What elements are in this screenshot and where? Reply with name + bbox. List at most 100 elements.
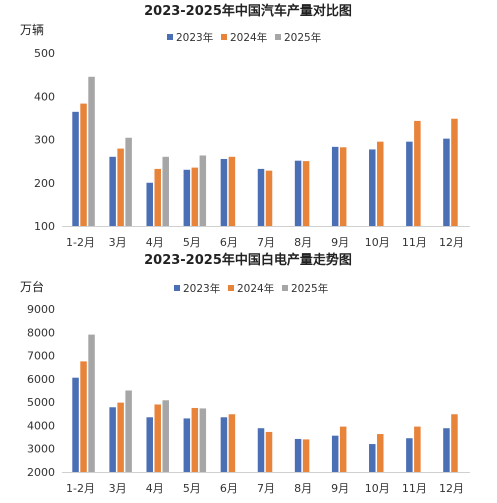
- bar-2023: [183, 169, 191, 226]
- legend-swatch: [282, 285, 288, 291]
- bar-2023: [146, 417, 153, 472]
- x-tick-label: 3月: [109, 482, 127, 495]
- bar-2025: [88, 76, 95, 226]
- bar-2023: [369, 444, 376, 472]
- legend-item: 2025年: [282, 282, 328, 295]
- bar-2023: [109, 407, 116, 472]
- x-tick-label: 6月: [220, 236, 238, 249]
- legend-label: 2025年: [291, 282, 328, 295]
- bar-2024: [302, 161, 310, 226]
- x-tick-label: 12月: [439, 236, 464, 249]
- legend-label: 2024年: [230, 31, 267, 44]
- legend-item: 2024年: [221, 31, 267, 44]
- x-tick-label: 1-2月: [66, 482, 95, 495]
- bar-2024: [451, 414, 458, 472]
- bar-2024: [117, 402, 124, 472]
- bar-2025: [88, 334, 95, 472]
- x-tick-label: 10月: [365, 482, 390, 495]
- x-tick-label: 8月: [294, 482, 312, 495]
- y-tick-label: 2000: [27, 466, 55, 479]
- bar-2023: [183, 418, 191, 472]
- x-tick-label: 9月: [331, 482, 349, 495]
- x-tick-label: 10月: [365, 236, 390, 249]
- y-tick-label: 7000: [27, 350, 55, 363]
- bar-2023: [72, 111, 79, 226]
- bar-2024: [451, 118, 458, 226]
- x-tick-label: 5月: [183, 482, 201, 495]
- y-tick-label: 300: [34, 134, 55, 147]
- y-tick-label: 3000: [27, 443, 55, 456]
- bar-2024: [154, 168, 161, 226]
- y-tick-label: 4000: [27, 419, 55, 432]
- bar-2023: [257, 428, 265, 472]
- x-tick-label: 5月: [183, 236, 201, 249]
- legend-swatch: [221, 34, 227, 40]
- y-tick-label: 100: [34, 220, 55, 233]
- legend-label: 2024年: [237, 282, 274, 295]
- x-tick-label: 1-2月: [66, 236, 95, 249]
- bar-2024: [154, 404, 161, 472]
- bar-2025: [125, 390, 132, 472]
- bar-2023: [406, 438, 413, 472]
- y-tick-label: 8000: [27, 326, 55, 339]
- bar-2023: [220, 158, 228, 226]
- bar-2023: [331, 435, 339, 472]
- bar-2024: [414, 426, 421, 472]
- bar-2023: [294, 438, 302, 472]
- bar-2024: [339, 426, 347, 472]
- bar-2024: [339, 147, 347, 226]
- x-tick-label: 4月: [146, 236, 164, 249]
- x-tick-label: 3月: [109, 236, 127, 249]
- bar-2024: [265, 431, 273, 472]
- legend-swatch: [174, 285, 180, 291]
- bar-2024: [228, 414, 236, 472]
- legend-swatch: [275, 34, 281, 40]
- bar-2024: [80, 103, 87, 226]
- x-tick-label: 9月: [331, 236, 349, 249]
- bar-2024: [302, 439, 310, 472]
- bar-2023: [369, 149, 376, 226]
- legend-label: 2023年: [176, 31, 213, 44]
- bar-2024: [414, 120, 421, 226]
- bar-2023: [109, 156, 116, 226]
- y-tick-label: 5000: [27, 396, 55, 409]
- x-tick-label: 6月: [220, 482, 238, 495]
- bar-2025: [125, 137, 132, 226]
- bar-2024: [377, 434, 384, 472]
- bar-2024: [377, 141, 384, 226]
- bar-2025: [199, 155, 207, 226]
- legend-swatch: [167, 34, 173, 40]
- x-tick-label: 7月: [257, 236, 275, 249]
- y-axis-unit: 万辆: [20, 23, 44, 37]
- x-tick-label: 8月: [294, 236, 312, 249]
- bar-2024: [191, 167, 199, 226]
- y-tick-label: 500: [34, 47, 55, 60]
- bar-2025: [162, 156, 169, 226]
- legend-item: 2024年: [228, 282, 274, 295]
- legend-label: 2023年: [183, 282, 220, 295]
- legend-item: 2023年: [167, 31, 213, 44]
- x-tick-label: 11月: [402, 482, 427, 495]
- x-tick-label: 4月: [146, 482, 164, 495]
- bar-2025: [199, 408, 207, 472]
- bar-2023: [257, 168, 265, 226]
- legend-item: 2025年: [275, 31, 321, 44]
- bar-2023: [331, 146, 339, 226]
- chart-title: 2023-2025年中国白电产量走势图: [144, 252, 352, 268]
- bar-2024: [80, 361, 87, 472]
- y-tick-label: 9000: [27, 303, 55, 316]
- legend-label: 2025年: [284, 31, 321, 44]
- y-axis-unit: 万台: [20, 279, 44, 294]
- bar-2023: [146, 182, 153, 226]
- bar-2023: [220, 417, 228, 472]
- chart-title: 2023-2025年中国汽车产量对比图: [144, 3, 352, 19]
- bar-2023: [72, 377, 79, 472]
- bar-2024: [191, 407, 199, 472]
- x-tick-label: 7月: [257, 482, 275, 495]
- bar-2024: [228, 156, 236, 226]
- bar-2023: [443, 138, 450, 226]
- bar-2025: [162, 400, 169, 472]
